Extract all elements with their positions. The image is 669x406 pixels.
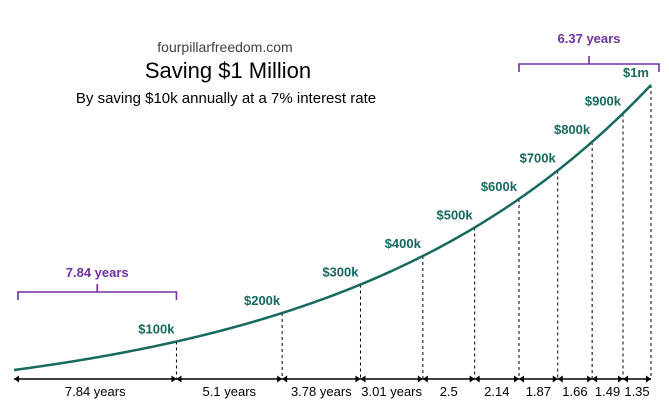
milestone-label: $400k [385, 236, 422, 251]
chart-title: Saving $1 Million [145, 58, 311, 83]
timeline-segment [557, 375, 593, 383]
segment-duration-label: 1.49 [595, 384, 620, 399]
segment-duration-label: 2.14 [484, 384, 509, 399]
timeline-segment [422, 375, 475, 383]
timeline-segment [14, 375, 177, 383]
timeline-segment [176, 375, 283, 383]
milestone-label: $200k [244, 293, 281, 308]
timeline-segment [623, 375, 651, 383]
timeline-segment [592, 375, 624, 383]
segment-duration-label: 3.01 years [361, 384, 422, 399]
milestone-label: $700k [520, 151, 557, 166]
duration-bracket: 7.84 years [17, 265, 178, 300]
segment-duration-label: 3.78 years [291, 384, 352, 399]
timeline-segment [282, 375, 361, 383]
milestone-label: $900k [585, 94, 622, 109]
milestone-label: $1m [623, 65, 649, 80]
segment-duration-label: 1.35 [624, 384, 649, 399]
milestone-label: $600k [481, 179, 518, 194]
milestone-label: $100k [138, 322, 175, 337]
duration-bracket: 6.37 years [518, 31, 660, 72]
timeline-segment [474, 375, 519, 383]
milestone-label: $800k [554, 122, 591, 137]
timeline-segment [360, 375, 423, 383]
bracket-label: 6.37 years [558, 31, 621, 46]
bracket-label: 7.84 years [66, 265, 129, 280]
segment-duration-label: 7.84 years [65, 384, 126, 399]
source-text: fourpillarfreedom.com [157, 39, 292, 55]
chart-subtitle: By saving $10k annually at a 7% interest… [76, 90, 376, 107]
segment-duration-label: 1.87 [526, 384, 551, 399]
segment-duration-label: 2.5 [440, 384, 458, 399]
segment-duration-label: 1.66 [562, 384, 587, 399]
timeline-segment [518, 375, 558, 383]
milestone-label: $500k [436, 208, 473, 223]
savings-curve [13, 84, 652, 372]
segment-duration-label: 5.1 years [203, 384, 257, 399]
milestone-label: $300k [322, 265, 359, 280]
